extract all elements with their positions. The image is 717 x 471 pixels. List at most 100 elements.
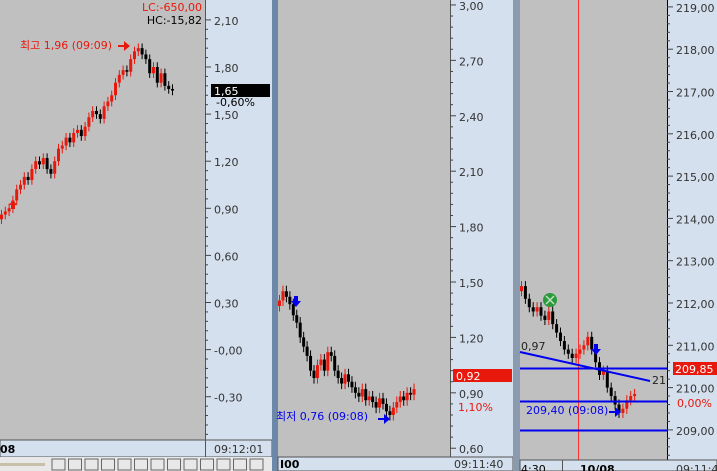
candle bbox=[409, 392, 413, 395]
buy-arrow-up-icon bbox=[9, 200, 17, 209]
copy-window-icon[interactable] bbox=[68, 458, 82, 471]
candle bbox=[609, 387, 613, 397]
zoom-icon[interactable] bbox=[200, 458, 214, 471]
candle bbox=[329, 352, 333, 356]
candle bbox=[155, 67, 159, 83]
low-label-p2: 최저 0,76 (09:08) bbox=[276, 410, 368, 423]
trendline-icon[interactable] bbox=[101, 458, 115, 471]
candle bbox=[72, 132, 76, 143]
candle bbox=[152, 67, 155, 74]
candle bbox=[91, 110, 95, 118]
box-icon[interactable] bbox=[167, 458, 181, 471]
candle bbox=[87, 117, 91, 127]
line-label-right: 21 bbox=[652, 374, 666, 387]
candle bbox=[555, 324, 559, 333]
tick-label: 215,00 bbox=[676, 171, 715, 184]
tick-label: 212,00 bbox=[676, 298, 715, 311]
tick-label: 3,00 bbox=[459, 0, 484, 13]
fan-icon[interactable] bbox=[150, 458, 165, 471]
candle bbox=[578, 349, 582, 354]
candle bbox=[398, 396, 402, 403]
candle bbox=[395, 402, 399, 408]
trend-line[interactable] bbox=[519, 351, 651, 382]
candle bbox=[117, 74, 121, 83]
candle bbox=[551, 311, 555, 325]
panel3-date: 10/08 bbox=[580, 463, 615, 471]
panel-splitter[interactable] bbox=[272, 0, 278, 471]
panel3-chart-area[interactable] bbox=[520, 0, 667, 460]
candle bbox=[22, 176, 26, 185]
candle bbox=[140, 48, 144, 55]
candle bbox=[570, 353, 574, 358]
zoom-in-icon[interactable] bbox=[233, 458, 247, 471]
panel2-date: I00 bbox=[280, 458, 300, 471]
candle bbox=[278, 300, 281, 307]
panel2-ticks: 3,00 2,70 2,40 2,10 1,80 1,50 1,20 0,90 0,60 bbox=[450, 0, 484, 471]
price-tag-p3-text: 209,85 bbox=[675, 363, 714, 376]
candle bbox=[388, 411, 392, 415]
dotted-line-icon[interactable] bbox=[84, 458, 99, 471]
candle bbox=[284, 291, 288, 297]
candle bbox=[547, 311, 551, 320]
tick-label: 1,50 bbox=[214, 109, 239, 122]
chart-icon[interactable] bbox=[183, 458, 198, 471]
tick-label: 0,60 bbox=[214, 250, 239, 263]
candle bbox=[15, 189, 19, 201]
lc-label: LC:-650,00 bbox=[142, 1, 202, 14]
wave-icon[interactable] bbox=[117, 458, 132, 471]
candle bbox=[405, 392, 409, 401]
candle bbox=[0, 214, 3, 220]
tick-label: 216,00 bbox=[676, 129, 715, 142]
tick-label: 209,00 bbox=[676, 425, 715, 438]
candle bbox=[281, 291, 285, 301]
tick-label: 2,10 bbox=[214, 15, 239, 28]
tick-label: 1,50 bbox=[459, 277, 484, 290]
candle bbox=[57, 148, 60, 162]
tick-label: 213,00 bbox=[676, 256, 715, 269]
candle bbox=[391, 407, 395, 415]
candle bbox=[163, 73, 167, 86]
candle bbox=[45, 158, 49, 170]
candle bbox=[343, 374, 347, 384]
candle bbox=[322, 359, 326, 371]
candle bbox=[64, 137, 68, 146]
candle bbox=[629, 396, 633, 401]
tick-label: 219,00 bbox=[676, 2, 715, 15]
panel-splitter[interactable] bbox=[513, 0, 520, 471]
panel2-chart-area[interactable] bbox=[278, 0, 450, 457]
candle bbox=[621, 408, 625, 413]
candle bbox=[582, 345, 586, 350]
panel1-axis bbox=[205, 0, 272, 440]
toolbar-icons[interactable] bbox=[51, 458, 264, 471]
candle bbox=[7, 208, 11, 212]
candle bbox=[520, 286, 523, 292]
change-p1: -0,60% bbox=[216, 96, 255, 109]
candle bbox=[371, 396, 375, 403]
zoom-out-icon[interactable] bbox=[216, 458, 231, 471]
hc-label: HC:-15,82 bbox=[147, 14, 202, 27]
candle bbox=[566, 349, 570, 354]
zigzag-icon[interactable] bbox=[134, 458, 148, 471]
tick-label: -0,30 bbox=[214, 392, 242, 405]
candle bbox=[114, 82, 117, 96]
tick-label: 1,20 bbox=[459, 332, 484, 345]
tick-label: 1,80 bbox=[214, 62, 239, 75]
candle bbox=[319, 359, 323, 366]
tick-label: 211,00 bbox=[676, 340, 715, 353]
candle bbox=[133, 51, 136, 60]
low-label-p3: 209,40 (09:08) bbox=[526, 404, 608, 417]
candle bbox=[79, 129, 83, 137]
window-icon[interactable] bbox=[51, 458, 66, 471]
panel3-time: 09:11:4 bbox=[676, 463, 717, 471]
warning-icon[interactable] bbox=[249, 458, 264, 471]
arrow-right-icon bbox=[118, 41, 130, 51]
tick-label: 1,80 bbox=[459, 222, 484, 235]
tick-label: 0,30 bbox=[214, 298, 239, 311]
panel1-ticks: 2,10 1,80 1,50 1,20 0,90 0,60 0,30 -0,00 -0,30 bbox=[205, 15, 242, 435]
price-tag-p3 bbox=[673, 362, 717, 375]
candle bbox=[102, 106, 106, 119]
scrollbar[interactable] bbox=[0, 463, 45, 466]
price-tag-p1-text: 1,65 bbox=[214, 85, 239, 98]
panel1-chart-area[interactable] bbox=[0, 0, 205, 440]
